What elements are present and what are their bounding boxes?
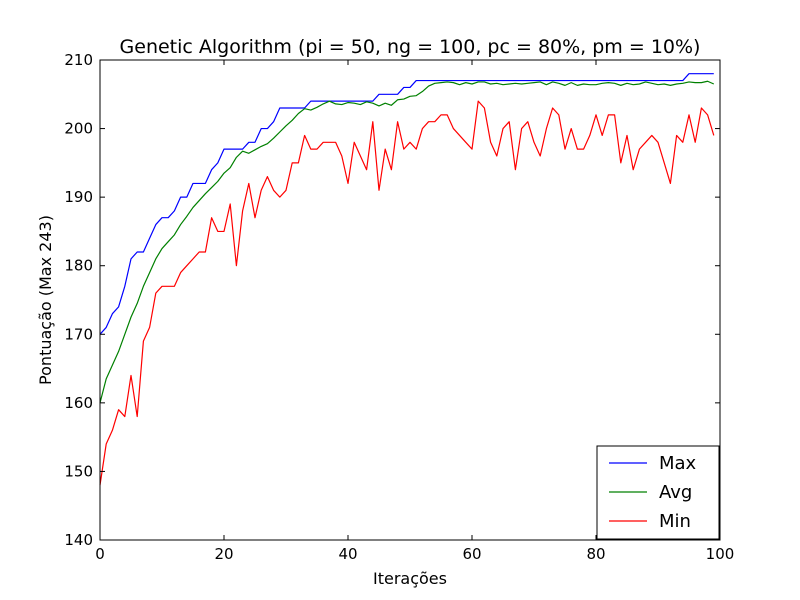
legend-label-avg: Avg <box>659 482 692 503</box>
y-tick-label: 200 <box>64 120 93 138</box>
x-axis-label: Iterações <box>373 569 447 588</box>
legend-label-max: Max <box>659 453 697 474</box>
chart-title: Genetic Algorithm (pi = 50, ng = 100, pc… <box>120 36 701 58</box>
y-tick-label: 140 <box>64 531 93 549</box>
y-tick-label: 160 <box>64 394 93 412</box>
series-line-max <box>99 73 714 335</box>
x-tick-label: 20 <box>214 545 233 563</box>
y-tick-label: 180 <box>64 257 93 275</box>
legend-label-min: Min <box>659 511 691 532</box>
x-tick-label: 60 <box>462 545 481 563</box>
y-tick-label: 170 <box>64 325 93 343</box>
x-tick-label: 80 <box>586 545 605 563</box>
x-tick-label: 0 <box>95 545 105 563</box>
series-line-avg <box>99 80 715 404</box>
y-tick-label: 210 <box>64 51 93 69</box>
series-line-min <box>99 100 715 486</box>
y-tick-label: 190 <box>64 188 93 206</box>
axis-ticks: 0 20 40 60 80 100 140 150 160 170 180 190 200 210 <box>64 51 734 563</box>
plot-frame <box>99 59 721 541</box>
y-tick-label: 150 <box>64 462 93 480</box>
x-tick-label: 100 <box>706 545 735 563</box>
y-axis-label: Pontuação (Max 243) <box>36 215 55 385</box>
plot-lines <box>99 73 715 486</box>
x-tick-label: 40 <box>338 545 357 563</box>
legend: Max Avg Min <box>596 445 720 540</box>
